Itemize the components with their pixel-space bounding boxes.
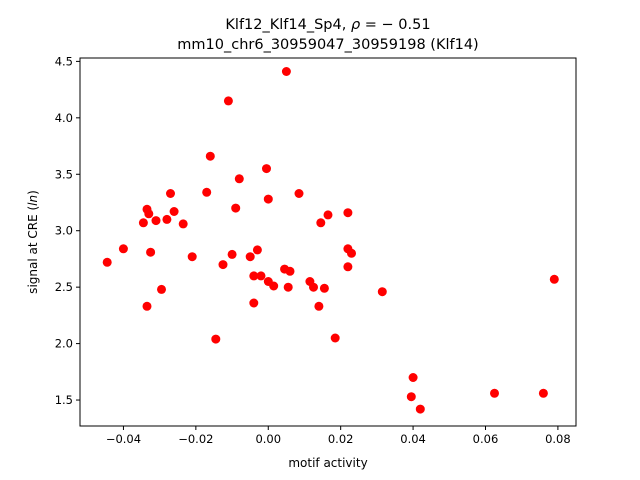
data-point-35 xyxy=(285,266,295,276)
data-point-40 xyxy=(316,218,326,228)
data-point-34 xyxy=(283,282,293,292)
plot-frame xyxy=(79,57,577,427)
data-point-5 xyxy=(144,209,154,219)
data-point-19 xyxy=(223,96,233,106)
data-point-27 xyxy=(256,271,266,281)
plot-layer xyxy=(102,67,559,414)
chart-title-prefix: Klf12_Klf14_Sp4, xyxy=(225,17,351,33)
data-point-33 xyxy=(281,67,291,76)
data-point-9 xyxy=(157,284,166,294)
data-point-28 xyxy=(262,164,271,174)
x-axis: −0.04 −0.02 0.00 0.02 0.04 0.06 0.08 xyxy=(106,426,571,446)
data-point-43 xyxy=(330,333,340,343)
x-tick-label: 0.02 xyxy=(328,432,354,446)
data-point-23 xyxy=(245,252,255,262)
data-point-17 xyxy=(211,334,221,344)
y-axis-label-prefix: signal at CRE ( xyxy=(26,206,40,294)
x-axis-label: motif activity xyxy=(288,456,367,470)
data-point-41 xyxy=(319,283,329,293)
data-point-46 xyxy=(343,262,353,272)
data-point-47 xyxy=(347,248,356,258)
x-tick-label: 0.00 xyxy=(255,432,281,446)
data-point-26 xyxy=(252,245,262,255)
chart-title-rho: ρ xyxy=(351,17,361,33)
data-point-11 xyxy=(166,189,175,198)
chart-subtitle: mm10_chr6_30959047_30959198 (Klf14) xyxy=(177,37,478,53)
data-point-49 xyxy=(406,392,416,402)
data-point-18 xyxy=(218,260,228,270)
data-point-7 xyxy=(142,301,152,311)
data-point-36 xyxy=(294,189,304,198)
y-tick-label: 2.0 xyxy=(55,337,73,351)
data-point-29 xyxy=(263,194,273,204)
data-point-42 xyxy=(323,210,333,220)
data-point-15 xyxy=(202,187,212,197)
x-tick-label: 0.06 xyxy=(473,432,499,446)
chart-title: Klf12_Klf14_Sp4, ρ = − 0.51 xyxy=(225,17,430,33)
x-tick-label: −0.04 xyxy=(106,432,141,446)
y-axis: 1.5 2.0 2.5 3.0 3.5 4.0 4.5 xyxy=(55,54,80,407)
data-point-50 xyxy=(408,373,418,382)
data-point-48 xyxy=(377,287,387,297)
data-point-53 xyxy=(538,388,548,398)
y-tick-label: 2.5 xyxy=(55,280,73,294)
data-point-31 xyxy=(269,281,279,291)
data-point-3 xyxy=(138,218,148,228)
y-tick-label: 3.5 xyxy=(55,167,73,181)
data-point-16 xyxy=(205,151,215,161)
data-point-54 xyxy=(549,274,559,284)
data-point-52 xyxy=(490,388,499,398)
y-axis-label: signal at CRE (ln) xyxy=(26,190,40,294)
data-point-10 xyxy=(162,214,172,224)
data-point-51 xyxy=(415,404,425,414)
data-point-38 xyxy=(309,282,318,292)
data-point-24 xyxy=(249,271,259,281)
y-axis-label-ln: ln xyxy=(26,195,40,206)
x-tick-label: 0.08 xyxy=(545,432,571,446)
data-point-14 xyxy=(187,252,197,262)
data-point-20 xyxy=(227,249,237,259)
data-point-39 xyxy=(314,301,324,311)
y-tick-label: 4.0 xyxy=(55,111,73,125)
x-tick-label: 0.04 xyxy=(400,432,426,446)
data-point-21 xyxy=(231,203,241,213)
data-point-2 xyxy=(118,244,128,254)
data-point-22 xyxy=(234,174,244,184)
chart-title-value: = − 0.51 xyxy=(360,17,430,33)
data-point-6 xyxy=(146,247,156,257)
data-point-44 xyxy=(343,208,353,218)
data-point-1 xyxy=(102,257,112,267)
y-tick-label: 3.0 xyxy=(55,224,73,238)
y-tick-label: 1.5 xyxy=(55,393,73,407)
data-point-12 xyxy=(169,207,179,216)
data-point-8 xyxy=(151,216,161,226)
data-point-13 xyxy=(178,219,188,229)
y-axis-label-suffix: ) xyxy=(26,190,40,195)
y-tick-label: 4.5 xyxy=(55,54,73,68)
x-tick-label: −0.02 xyxy=(178,432,213,446)
data-point-25 xyxy=(249,298,259,308)
